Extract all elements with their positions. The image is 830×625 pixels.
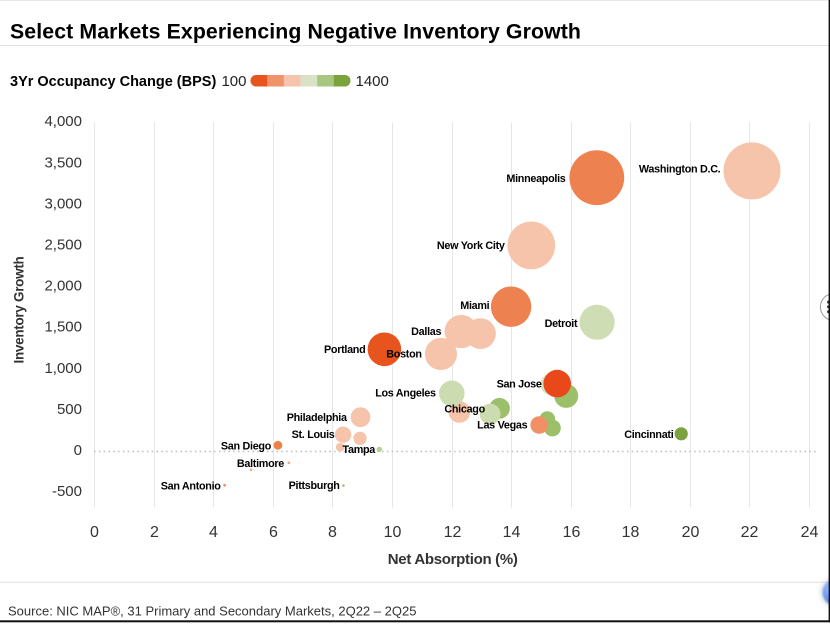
svg-text:6: 6: [269, 524, 278, 541]
svg-text:16: 16: [563, 524, 581, 541]
svg-text:San Jose: San Jose: [497, 379, 542, 391]
svg-text:Las Vegas: Las Vegas: [477, 420, 527, 432]
svg-text:1,500: 1,500: [44, 319, 82, 336]
svg-text:Boston: Boston: [386, 349, 421, 361]
svg-text:Los Angeles: Los Angeles: [375, 388, 436, 400]
svg-text:2: 2: [150, 524, 159, 541]
svg-text:2,000: 2,000: [44, 278, 82, 295]
svg-text:100: 100: [221, 73, 246, 90]
svg-text:Net Absorption (%): Net Absorption (%): [388, 551, 518, 568]
svg-text:Dallas: Dallas: [411, 326, 441, 338]
svg-text:20: 20: [682, 524, 700, 541]
svg-text:Miami: Miami: [460, 300, 489, 312]
svg-text:St. Louis: St. Louis: [292, 429, 335, 441]
svg-text:Cincinnati: Cincinnati: [624, 429, 673, 441]
svg-text:10: 10: [384, 524, 402, 541]
svg-text:0: 0: [74, 442, 82, 459]
svg-text:18: 18: [622, 524, 640, 541]
svg-text:24: 24: [801, 524, 819, 541]
svg-text:0: 0: [90, 524, 99, 541]
svg-text:-500: -500: [52, 483, 82, 500]
svg-text:1400: 1400: [356, 73, 389, 90]
svg-text:8: 8: [328, 524, 337, 541]
svg-text:Detroit: Detroit: [545, 318, 578, 330]
svg-text:Pittsburgh: Pittsburgh: [289, 480, 340, 492]
svg-text:3Yr Occupancy Change (BPS): 3Yr Occupancy Change (BPS): [10, 74, 216, 90]
svg-text:500: 500: [57, 401, 82, 418]
svg-text:Philadelphia: Philadelphia: [287, 412, 348, 424]
svg-text:14: 14: [503, 524, 521, 541]
svg-text:12: 12: [444, 524, 462, 541]
svg-text:4,000: 4,000: [44, 113, 82, 130]
svg-text:Portland: Portland: [324, 344, 365, 356]
svg-text:Baltimore: Baltimore: [237, 458, 284, 470]
svg-text:1,000: 1,000: [44, 360, 82, 377]
svg-text:Inventory Growth: Inventory Growth: [12, 256, 27, 363]
svg-text:22: 22: [741, 524, 759, 541]
svg-text:Select Markets Experiencing Ne: Select Markets Experiencing Negative Inv…: [10, 20, 581, 44]
svg-text:3,000: 3,000: [44, 195, 82, 212]
svg-text:Washington D.C.: Washington D.C.: [639, 164, 721, 176]
svg-text:Source: NIC MAP®, 31 Primary a: Source: NIC MAP®, 31 Primary and Seconda…: [8, 604, 416, 619]
svg-text:4: 4: [209, 524, 218, 541]
svg-text:3,500: 3,500: [44, 154, 82, 171]
svg-text:Minneapolis: Minneapolis: [506, 173, 565, 185]
svg-text:San Antonio: San Antonio: [161, 481, 222, 493]
svg-text:Tampa: Tampa: [343, 444, 377, 456]
svg-text:New York City: New York City: [437, 240, 505, 252]
svg-text:San Diego: San Diego: [221, 440, 272, 452]
svg-text:2,500: 2,500: [44, 237, 82, 254]
svg-text:Chicago: Chicago: [444, 403, 485, 415]
